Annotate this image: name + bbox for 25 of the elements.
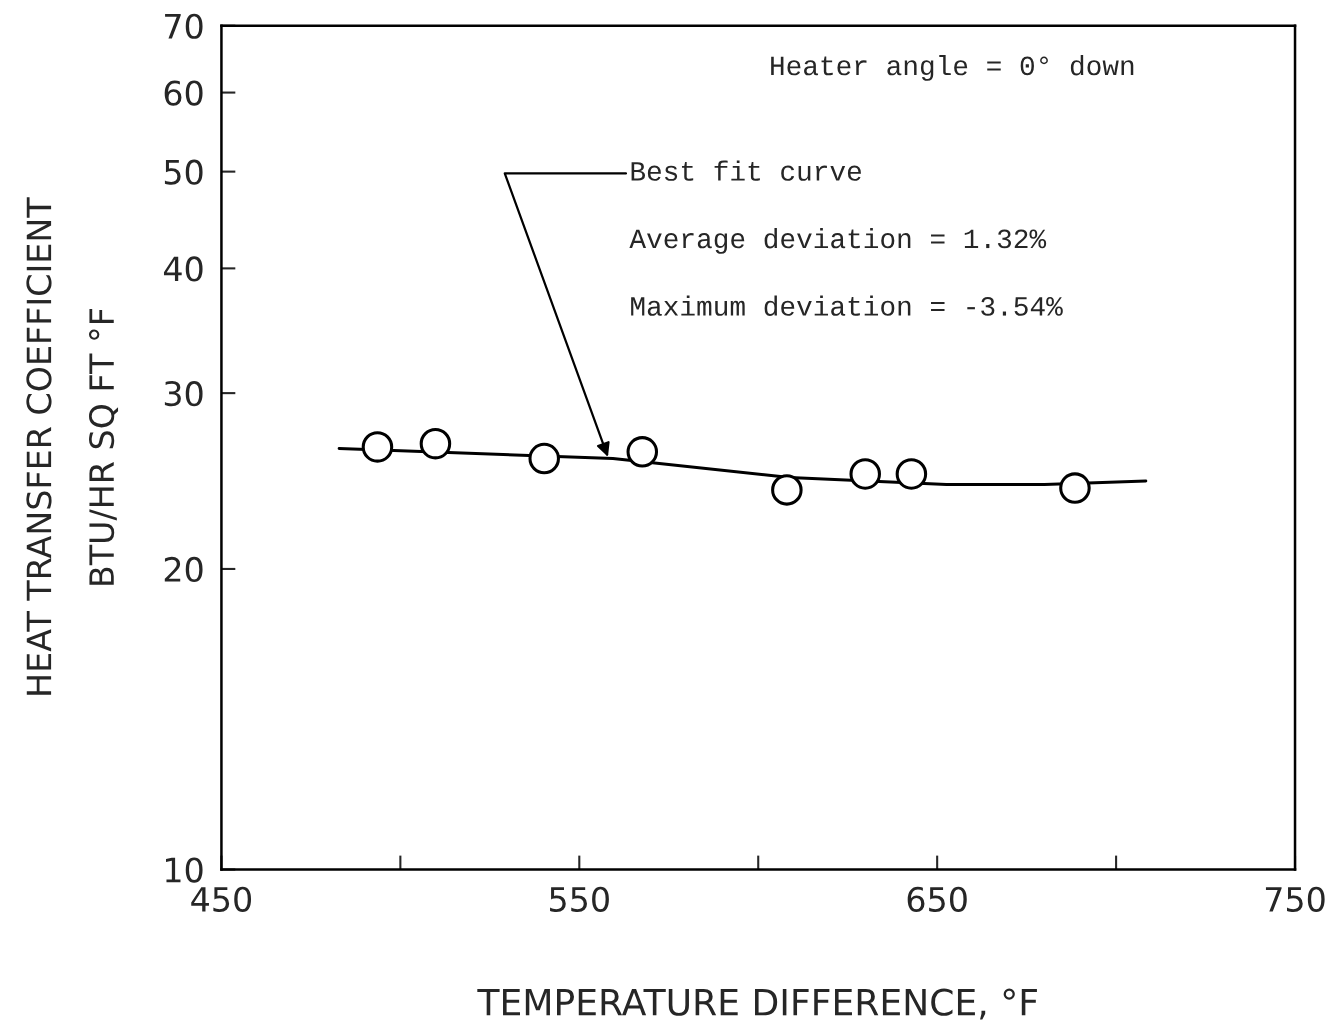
y-axis-title: HEAT TRANSFER COEFFICIENT BTU/HR SQ FT °F bbox=[26, 197, 119, 695]
point bbox=[361, 431, 394, 463]
point bbox=[895, 458, 928, 490]
x-tick-label: 750 bbox=[1265, 886, 1325, 912]
y-tick-label: 30 bbox=[164, 381, 203, 407]
point bbox=[419, 427, 452, 460]
x-tick-label: 650 bbox=[907, 886, 967, 912]
y-tick-label: 10 bbox=[166, 857, 203, 883]
x-tick-label: 450 bbox=[191, 886, 252, 912]
annotation: Best fit curve bbox=[631, 160, 861, 181]
point bbox=[849, 458, 881, 490]
point bbox=[1059, 472, 1091, 504]
y-tick-label: 60 bbox=[164, 80, 203, 106]
point bbox=[771, 474, 803, 506]
x-tick-label: 550 bbox=[550, 886, 609, 912]
y-tick-label: 40 bbox=[163, 256, 203, 282]
y-tick-label: 20 bbox=[164, 556, 203, 583]
point bbox=[626, 436, 659, 468]
annotation: Average deviation = 1.32% bbox=[629, 227, 1047, 254]
point bbox=[528, 442, 560, 475]
y-tick-label: 70 bbox=[165, 13, 203, 39]
x-axis-title: TEMPERATURE DIFFERENCE, °F bbox=[477, 988, 1037, 1020]
annotation: Maximum deviation = -3.54% bbox=[631, 295, 1063, 316]
y-tick-label: 50 bbox=[164, 159, 203, 185]
annotation: Heater angle = 0° down bbox=[771, 54, 1134, 81]
